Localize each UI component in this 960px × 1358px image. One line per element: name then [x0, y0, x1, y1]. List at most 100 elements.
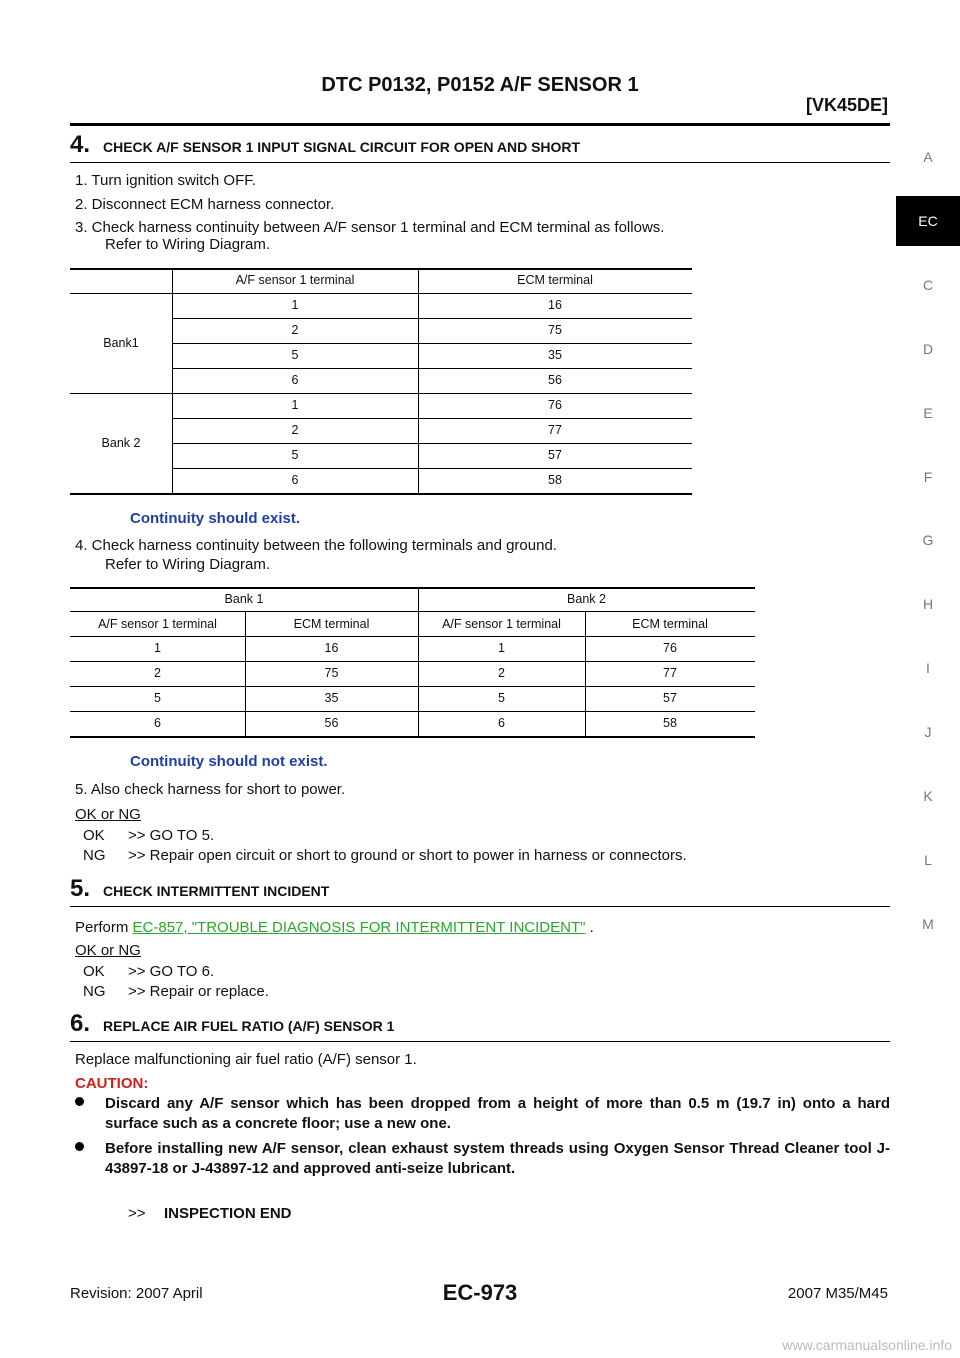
model-code: [VK45DE]	[805, 95, 888, 115]
side-tab[interactable]: C	[922, 276, 934, 293]
side-tab-active	[896, 195, 960, 246]
step-item: 5. Also check harness for short to power…	[75, 781, 346, 798]
result-action: >> GO TO 5.	[128, 827, 215, 844]
step-rule	[70, 906, 890, 907]
footer-page: EC-973	[442, 1280, 518, 1305]
judgement: OK or NG	[75, 806, 141, 823]
table-cell: 57	[548, 448, 562, 462]
note: Continuity should exist.	[130, 510, 301, 527]
side-tab[interactable]: E	[923, 404, 933, 421]
table-border	[418, 268, 419, 493]
bullet	[75, 1097, 84, 1106]
table-cell: 76	[548, 398, 562, 412]
table-cell: 1	[154, 641, 161, 655]
table-cell: A/F sensor 1 terminal	[98, 617, 217, 631]
table-border	[70, 661, 755, 662]
table-cell: 1	[291, 398, 299, 412]
table-cell: 58	[548, 473, 562, 487]
table-cell: 35	[548, 348, 562, 362]
table-cell: 76	[663, 641, 677, 655]
side-tab[interactable]: J	[924, 724, 932, 741]
step-rule	[70, 1041, 890, 1042]
table-rule	[70, 587, 755, 589]
table-cell: 5	[291, 448, 299, 462]
side-tab[interactable]: F	[923, 468, 933, 485]
table-rule	[70, 736, 755, 738]
table-cell: Bank 2	[101, 436, 141, 450]
result-action: >> Repair open circuit or short to groun…	[128, 847, 687, 864]
table-cell: A/F sensor 1 terminal	[442, 617, 561, 631]
table-cell: 58	[663, 716, 677, 730]
step-item: 1. Turn ignition switch OFF.	[75, 172, 256, 189]
table-cell: 5	[498, 691, 505, 705]
table-cell: 35	[324, 691, 339, 705]
table-border	[172, 268, 173, 493]
side-tab[interactable]: D	[922, 340, 934, 357]
paragraph: Replace malfunctioning air fuel ratio (A…	[75, 1051, 417, 1068]
paragraph: Perform EC-857, "TROUBLE DIAGNOSIS FOR I…	[75, 918, 594, 938]
side-tab[interactable]: EC	[918, 212, 938, 229]
side-tab[interactable]: M	[922, 915, 934, 932]
table-border	[172, 343, 692, 344]
step-heading: CHECK A/F SENSOR 1 INPUT SIGNAL CIRCUIT …	[103, 139, 581, 155]
step-rule	[70, 162, 890, 163]
table-cell: Bank 1	[224, 592, 264, 606]
table-cell: 77	[548, 423, 562, 437]
note: Continuity should not exist.	[130, 753, 328, 770]
table-cell: 16	[548, 298, 562, 312]
step-number: 6.	[70, 1010, 91, 1037]
table-cell: Bank 2	[567, 592, 606, 606]
table-border	[70, 293, 692, 294]
table-cell: 6	[291, 373, 299, 387]
table-rule	[70, 493, 692, 495]
side-tab[interactable]: L	[924, 851, 932, 868]
watermark: www.carmanualsonline.info	[782, 1337, 952, 1353]
caution-label: CAUTION:	[75, 1075, 149, 1092]
footer-revision: Revision: 2007 April	[70, 1285, 203, 1302]
step-item: 4. Check harness continuity between the …	[75, 537, 557, 554]
table-cell: 1	[291, 298, 299, 312]
caution-bullet: Before installing new A/F sensor, clean …	[105, 1140, 890, 1177]
side-tab[interactable]: I	[926, 660, 930, 677]
table-rule	[70, 268, 692, 270]
table-border	[172, 443, 692, 444]
side-tab[interactable]: H	[922, 596, 934, 613]
step-heading: REPLACE AIR FUEL RATIO (A/F) SENSOR 1	[103, 1018, 395, 1034]
table-cell: 57	[663, 691, 677, 705]
bullet	[75, 1142, 84, 1151]
side-tab[interactable]: G	[922, 532, 934, 549]
table-border	[70, 393, 692, 394]
table-cell: 5	[154, 691, 161, 705]
table-cell: 2	[291, 423, 299, 437]
table-border	[245, 611, 246, 736]
table-cell: ECM terminal	[517, 273, 593, 287]
table-cell: 75	[324, 666, 339, 680]
result-action: >> Repair or replace.	[128, 983, 269, 1000]
table-border	[70, 636, 755, 637]
table-cell: 2	[154, 666, 161, 680]
table-cell: 16	[324, 641, 339, 655]
step-item: 3. Check harness continuity between A/F …	[75, 219, 665, 236]
table-border	[172, 418, 692, 419]
table-cell: 5	[291, 348, 299, 362]
side-tab[interactable]: K	[923, 788, 933, 804]
step-item: 2. Disconnect ECM harness connector.	[75, 196, 335, 213]
table-border	[70, 611, 755, 612]
link[interactable]: EC-857, "TROUBLE DIAGNOSIS FOR INTERMITT…	[132, 919, 586, 936]
table-border	[585, 611, 586, 736]
table-cell: 6	[291, 473, 299, 487]
table-cell: ECM terminal	[293, 617, 370, 631]
table-border	[172, 318, 692, 319]
table-cell: 56	[324, 716, 339, 730]
judgement: OK or NG	[75, 942, 141, 959]
header-rule	[70, 123, 890, 126]
step-item: Refer to Wiring Diagram.	[105, 236, 271, 253]
table-cell: 2	[291, 323, 299, 337]
result-code: NG	[83, 983, 106, 1000]
side-tab[interactable]: A	[923, 149, 933, 165]
table-border	[70, 711, 755, 712]
end-text: INSPECTION END	[164, 1205, 292, 1222]
text: Perform	[75, 919, 129, 936]
table-cell: 2	[498, 666, 505, 680]
